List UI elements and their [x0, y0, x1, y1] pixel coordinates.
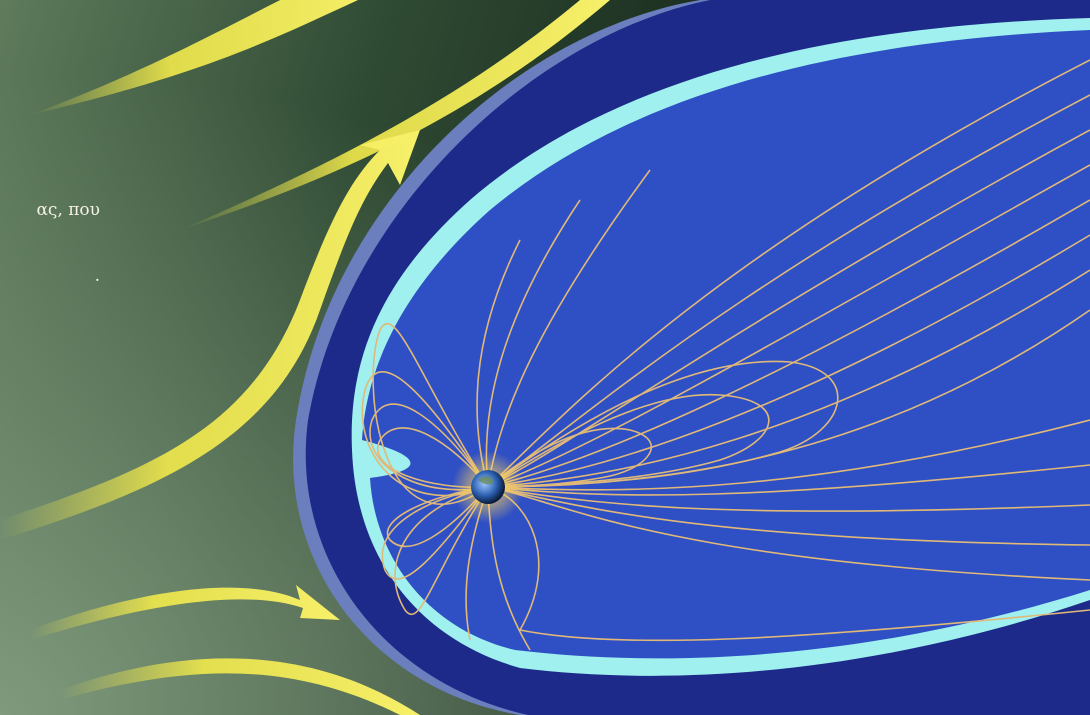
caption-text: ας, που . — [0, 155, 100, 331]
solar-wind-streak — [30, 0, 359, 115]
field-lines — [361, 59, 1090, 651]
solar-wind-arrow — [30, 585, 340, 640]
caption-line-1: ας, που — [36, 200, 100, 220]
solar-wind-arrow — [0, 130, 420, 540]
solar-wind-streak — [180, 0, 610, 230]
caption-line-2: . — [94, 266, 100, 286]
earth-continent — [478, 476, 494, 485]
magnetosphere — [362, 30, 1090, 659]
solar-wind-streak — [60, 658, 420, 715]
earth-icon — [471, 470, 505, 504]
